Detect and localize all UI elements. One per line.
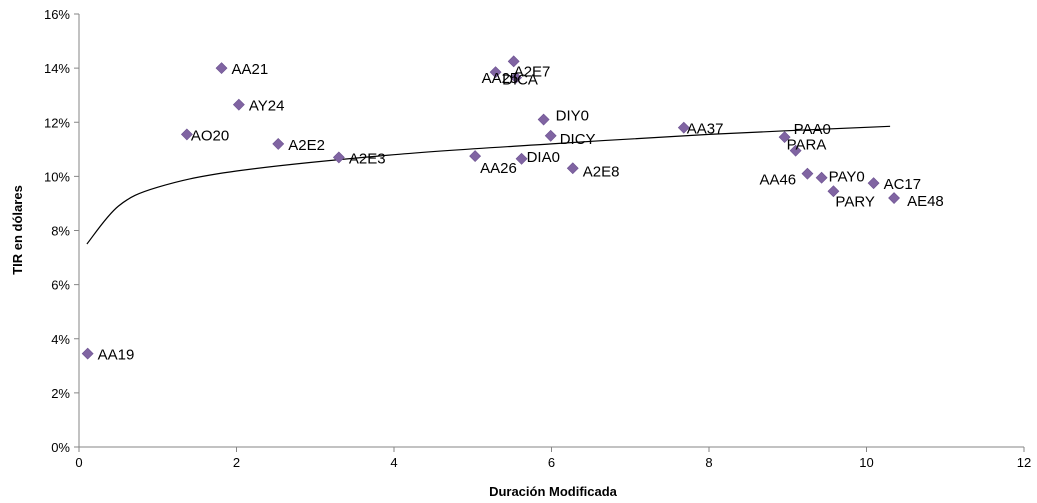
data-point-marker bbox=[180, 128, 193, 141]
data-points bbox=[81, 55, 900, 360]
data-point-label: DIY0 bbox=[556, 108, 589, 125]
data-point-marker bbox=[81, 347, 94, 360]
data-point-marker bbox=[507, 55, 520, 68]
x-tick-label: 10 bbox=[859, 455, 873, 470]
data-point-marker bbox=[215, 62, 228, 75]
data-point-label: AA19 bbox=[98, 347, 135, 364]
data-point-marker bbox=[510, 71, 522, 84]
data-point-label: AE48 bbox=[907, 193, 944, 210]
data-point-marker bbox=[566, 162, 579, 175]
y-tick-label: 16% bbox=[44, 7, 70, 22]
x-tick-label: 4 bbox=[390, 455, 397, 470]
data-point-marker bbox=[544, 129, 557, 142]
x-tick-label: 0 bbox=[75, 455, 82, 470]
data-point-label: AA21 bbox=[232, 61, 269, 78]
data-point-marker bbox=[489, 66, 502, 79]
data-point-label: PAY0 bbox=[829, 169, 865, 186]
data-point-marker bbox=[515, 152, 528, 165]
y-tick-label: 8% bbox=[51, 224, 70, 239]
data-point-label: PARY bbox=[835, 193, 874, 210]
trendline-curve bbox=[86, 125, 891, 245]
data-point-marker bbox=[827, 185, 840, 198]
data-point-marker bbox=[537, 113, 550, 126]
x-axis-title: Duración Modificada bbox=[489, 484, 618, 499]
data-point-marker bbox=[778, 131, 791, 144]
y-tick-label: 14% bbox=[44, 61, 70, 76]
data-point-label: A2E7 bbox=[514, 63, 551, 80]
data-point-label: DICA bbox=[502, 72, 538, 89]
data-point-label: PAA0 bbox=[794, 121, 831, 138]
y-tick-label: 2% bbox=[51, 386, 70, 401]
point-labels: AA19 AO20 AA21 AY24 A2E2 A2E3 AA26 AA25A2E7DICA… bbox=[98, 61, 944, 364]
data-point-label: AY24 bbox=[249, 98, 285, 115]
x-tick-label: 8 bbox=[705, 455, 712, 470]
data-point-marker bbox=[677, 121, 690, 134]
data-point-label: A2E8 bbox=[583, 163, 620, 180]
data-point-marker bbox=[272, 137, 285, 150]
data-point-label: A2E3 bbox=[349, 150, 386, 167]
data-point-marker bbox=[815, 171, 828, 184]
data-point-label: DICY bbox=[560, 131, 596, 148]
y-tick-label: 6% bbox=[51, 278, 70, 293]
data-point-label: AA25 bbox=[482, 70, 519, 87]
y-tick-label: 12% bbox=[44, 115, 70, 130]
data-point-label: AA37 bbox=[687, 121, 724, 138]
data-point-label: A2E2 bbox=[288, 137, 325, 154]
y-tick-label: 0% bbox=[51, 440, 70, 455]
y-tick-label: 4% bbox=[51, 332, 70, 347]
data-point-marker bbox=[801, 167, 814, 180]
data-point-marker bbox=[867, 177, 880, 190]
data-point-label: PARA bbox=[787, 137, 827, 154]
data-point-marker bbox=[888, 192, 900, 204]
x-tick-label: 12 bbox=[1017, 455, 1031, 470]
data-point-marker bbox=[789, 144, 802, 157]
axes: 0% 2% 4% 6% 8% 10% 12% 14% 16% 0 2 4 6 8 10 12 bbox=[44, 7, 1031, 470]
data-point-label: AA26 bbox=[480, 160, 517, 177]
data-point-marker bbox=[332, 151, 345, 164]
x-tick-label: 2 bbox=[233, 455, 240, 470]
y-axis-title: TIR en dólares bbox=[10, 185, 25, 275]
y-tick-label: 10% bbox=[44, 169, 70, 184]
data-point-label: AC17 bbox=[884, 176, 922, 193]
data-point-label: AO20 bbox=[191, 127, 229, 144]
trendline bbox=[86, 125, 891, 245]
data-point-label: AA46 bbox=[759, 172, 796, 189]
x-tick-label: 6 bbox=[548, 455, 555, 470]
data-point-marker bbox=[469, 150, 482, 163]
data-point-marker bbox=[232, 98, 245, 111]
data-point-label: DIA0 bbox=[527, 149, 560, 166]
